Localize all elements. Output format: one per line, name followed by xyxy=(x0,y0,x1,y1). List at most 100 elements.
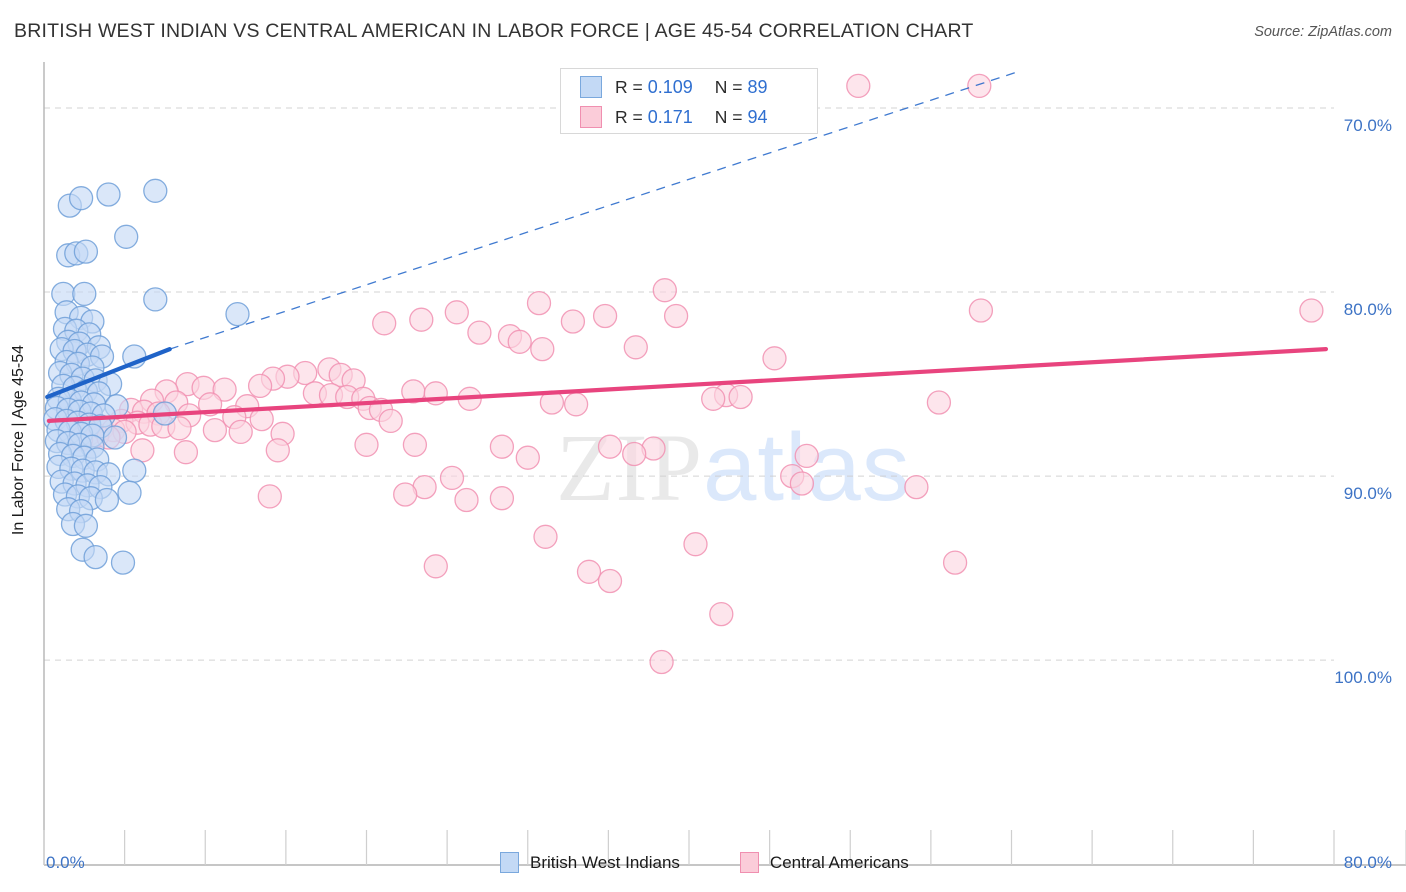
data-point xyxy=(173,440,199,465)
data-point xyxy=(225,301,250,327)
data-point xyxy=(402,432,428,457)
page-title: BRITISH WEST INDIAN VS CENTRAL AMERICAN … xyxy=(14,20,974,42)
data-point xyxy=(212,377,237,402)
stats-row-blue: R = 0.109 N = 89 xyxy=(561,72,817,102)
data-point xyxy=(597,568,623,594)
y-tick-80: 80.0% xyxy=(1343,300,1392,320)
data-point xyxy=(122,458,147,483)
legend-item-central-americans[interactable]: Central Americans xyxy=(739,852,909,873)
legend-label-pink: Central Americans xyxy=(769,852,909,872)
data-point xyxy=(117,480,142,505)
data-point xyxy=(762,346,787,371)
data-point xyxy=(507,329,532,354)
pink-n-label: N = xyxy=(714,106,743,127)
data-point xyxy=(560,309,586,334)
data-point xyxy=(526,290,552,316)
pink-legend-swatch-icon xyxy=(739,852,759,873)
source-attribution: Source: ZipAtlas.com xyxy=(1254,24,1392,40)
data-point xyxy=(942,550,968,575)
data-point xyxy=(533,524,558,549)
data-point xyxy=(728,384,753,410)
pink-series-swatch-icon xyxy=(580,106,602,128)
data-point xyxy=(622,441,647,467)
data-point xyxy=(576,559,602,584)
data-point xyxy=(94,487,120,513)
data-point xyxy=(794,443,819,469)
data-point xyxy=(649,649,674,675)
y-tick-90: 90.0% xyxy=(1343,484,1392,504)
data-point xyxy=(563,392,589,417)
data-point xyxy=(597,434,623,459)
data-point xyxy=(68,186,94,211)
pink-point-group xyxy=(68,73,1324,675)
pink-trend-line xyxy=(46,347,1329,423)
data-point xyxy=(454,487,479,513)
legend-item-british-west-indians[interactable]: British West Indians xyxy=(500,852,680,873)
blue-series-swatch-icon xyxy=(580,76,602,98)
data-point xyxy=(663,303,689,329)
pink-r-label: R = xyxy=(615,106,643,127)
data-point xyxy=(72,281,97,307)
data-point xyxy=(202,417,228,443)
data-point xyxy=(378,408,403,434)
data-point xyxy=(926,390,952,415)
data-point xyxy=(652,278,677,303)
data-point xyxy=(489,434,515,459)
data-point xyxy=(96,182,121,207)
blue-r-label: R = xyxy=(615,76,643,97)
data-point xyxy=(1299,298,1324,323)
data-point xyxy=(515,445,540,470)
data-point xyxy=(592,303,618,329)
data-point xyxy=(167,416,192,441)
data-point xyxy=(372,311,397,336)
series-legend: British West Indians Central Americans xyxy=(500,852,909,873)
blue-trend-line-extension xyxy=(169,70,1020,350)
data-point xyxy=(143,178,168,203)
legend-label-blue: British West Indians xyxy=(530,852,680,872)
x-tick-min: 0.0% xyxy=(46,853,85,872)
y-tick-100: 100.0% xyxy=(1334,668,1392,688)
data-point xyxy=(354,432,379,457)
data-point xyxy=(623,335,648,360)
data-point xyxy=(265,438,290,463)
data-point xyxy=(257,484,282,509)
data-point xyxy=(530,336,555,362)
blue-r-value: 0.109 xyxy=(647,76,693,97)
blue-n-label: N = xyxy=(714,76,743,97)
blue-trend-line xyxy=(45,347,172,400)
data-point xyxy=(701,386,726,411)
x-tick-max: 80.0% xyxy=(1343,853,1392,872)
pink-n-value: 94 xyxy=(747,106,768,127)
blue-point-group xyxy=(43,178,250,575)
data-point xyxy=(247,373,273,399)
y-tick-70: 70.0% xyxy=(1343,116,1392,135)
blue-n-value: 89 xyxy=(747,76,768,97)
data-point xyxy=(904,474,929,500)
data-point xyxy=(409,307,434,332)
data-point xyxy=(130,438,155,463)
data-point xyxy=(73,513,99,538)
stats-row-pink: R = 0.171 N = 94 xyxy=(561,102,817,132)
data-point xyxy=(467,320,492,345)
data-point xyxy=(967,73,992,99)
data-point xyxy=(789,471,815,496)
data-point xyxy=(709,601,734,627)
blue-legend-swatch-icon xyxy=(500,852,519,873)
data-point xyxy=(83,544,108,570)
data-point xyxy=(228,419,253,445)
data-point xyxy=(444,300,469,325)
data-point xyxy=(102,425,128,450)
data-point xyxy=(423,554,448,579)
data-point xyxy=(393,482,418,507)
correlation-stats-box: R = 0.109 N = 89 R = 0.171 N = 94 xyxy=(560,68,818,134)
data-point xyxy=(73,239,99,264)
data-point xyxy=(968,298,994,323)
data-point xyxy=(143,287,168,312)
data-point xyxy=(114,224,139,249)
pink-r-value: 0.171 xyxy=(647,106,693,127)
data-point xyxy=(489,486,515,511)
data-point xyxy=(846,73,871,99)
data-point xyxy=(439,465,465,491)
